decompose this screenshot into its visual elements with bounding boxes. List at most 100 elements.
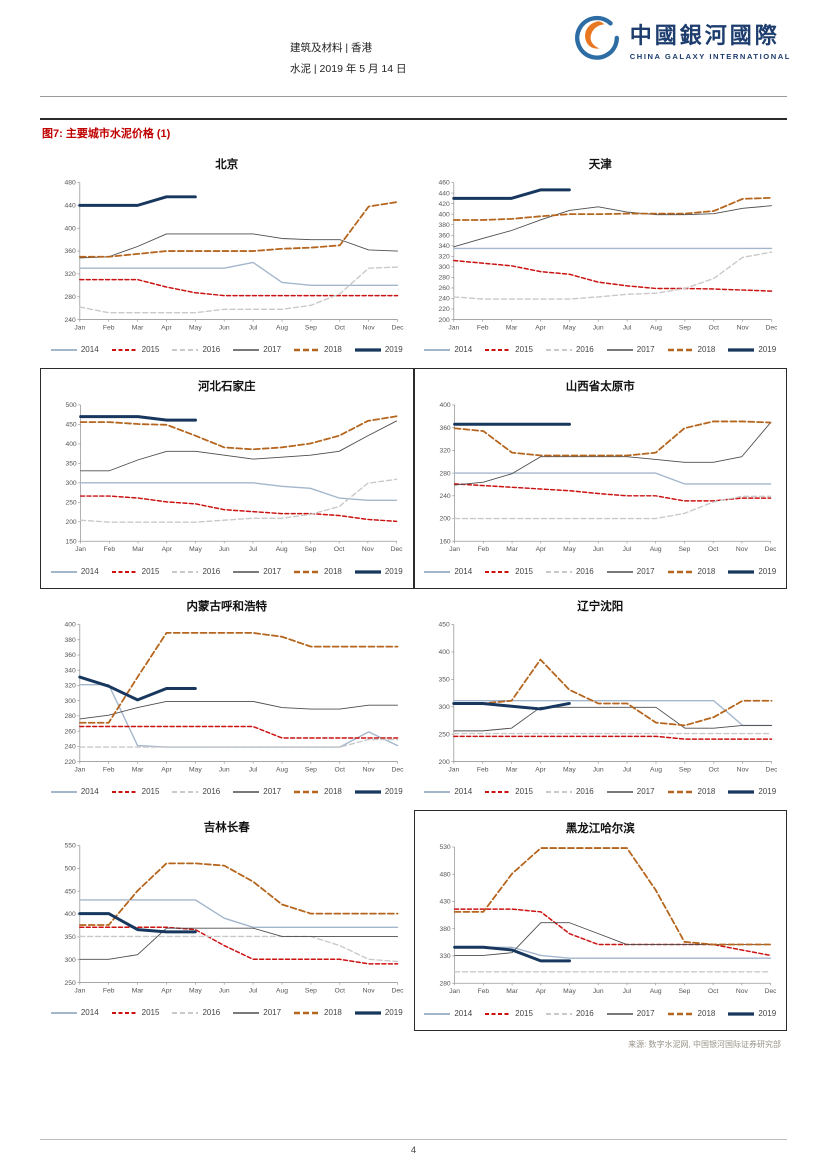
svg-text:May: May (189, 767, 202, 774)
svg-text:May: May (563, 988, 576, 995)
legend-swatch (111, 570, 138, 573)
svg-text:Jul: Jul (622, 988, 631, 995)
legend-swatch (233, 1011, 260, 1014)
svg-text:200: 200 (65, 519, 76, 526)
svg-text:280: 280 (65, 294, 77, 301)
legend-item-2019: 2019 (728, 345, 776, 354)
series-line-2019 (451, 701, 571, 711)
series-line-2019 (79, 415, 197, 422)
chart-cell-1: 北京 480 440 400 360 320 280 240 Jan Feb Mar Apr May Ju… (40, 147, 414, 368)
svg-text:380: 380 (439, 926, 450, 933)
legend-label: 2016 (575, 1009, 594, 1018)
svg-text:Jun: Jun (592, 546, 603, 553)
chart-legend: 2014 2015 2016 2017 2018 2019 (424, 787, 778, 796)
svg-text:380: 380 (65, 637, 77, 644)
svg-text:260: 260 (438, 285, 450, 292)
svg-text:440: 440 (438, 190, 450, 197)
svg-text:Apr: Apr (161, 325, 172, 332)
legend-label: 2018 (324, 1008, 342, 1017)
legend-swatch (294, 790, 321, 793)
series-line-2017 (452, 205, 772, 248)
legend-label: 2019 (384, 567, 403, 576)
chart-title: 黑龙江哈尔滨 (565, 823, 635, 835)
svg-text:160: 160 (439, 538, 450, 545)
series-line-2016 (453, 495, 771, 520)
legend-item-2014: 2014 (424, 787, 472, 796)
legend-swatch (233, 348, 260, 351)
legend-swatch (50, 570, 77, 573)
legend-label: 2014 (80, 1008, 99, 1017)
legend-item-2018: 2018 (667, 787, 716, 796)
legend-item-2019: 2019 (728, 567, 776, 576)
legend-swatch (233, 790, 260, 793)
chart-title: 内蒙古呼和浩特 (186, 601, 268, 613)
svg-text:Jun: Jun (219, 767, 230, 774)
svg-text:Jan: Jan (74, 767, 85, 774)
figure-block: 图7: 主要城市水泥价格 (1) 北京 480 440 400 360 320 280 240… (40, 118, 787, 1050)
legend-swatch (485, 570, 512, 573)
legend-swatch (728, 347, 755, 352)
svg-text:Aug: Aug (649, 546, 661, 553)
legend-label: 2014 (454, 787, 473, 796)
legend-label: 2019 (758, 567, 777, 576)
chart-title: 吉林长春 (203, 822, 250, 834)
series-line-2016 (79, 738, 399, 748)
svg-text:Apr: Apr (535, 325, 546, 332)
svg-text:Feb: Feb (103, 767, 115, 774)
svg-text:350: 350 (438, 677, 450, 684)
legend-item-2016: 2016 (545, 345, 594, 354)
svg-text:Oct: Oct (335, 325, 346, 332)
legend-label: 2018 (324, 567, 342, 576)
legend-label: 2015 (515, 787, 533, 796)
svg-text:Jan: Jan (448, 767, 459, 774)
svg-text:Nov: Nov (735, 988, 748, 995)
svg-text:280: 280 (439, 980, 450, 987)
charts-grid: 北京 480 440 400 360 320 280 240 Jan Feb Mar Apr May Ju… (40, 147, 787, 1031)
legend-label: 2016 (575, 345, 594, 354)
series-line-2014 (79, 482, 398, 502)
legend-swatch (606, 570, 633, 573)
svg-text:330: 330 (439, 953, 450, 960)
svg-text:Apr: Apr (535, 546, 546, 553)
legend-label: 2014 (454, 1009, 473, 1018)
svg-text:240: 240 (65, 744, 77, 751)
series-line-2019 (452, 945, 571, 963)
svg-text:300: 300 (65, 957, 77, 964)
svg-text:Feb: Feb (477, 546, 489, 553)
chart-legend: 2014 2015 2016 2017 2018 2019 (424, 345, 778, 354)
legend-label: 2018 (697, 787, 716, 796)
legend-swatch (50, 348, 77, 351)
chart-cell-2: 天津 460 440 420 400 380 360 340 320 300 280 260 240 22… (414, 147, 788, 368)
legend-label: 2015 (515, 1009, 533, 1018)
legend-item-2017: 2017 (233, 567, 281, 576)
legend-swatch (667, 348, 694, 351)
svg-text:May: May (189, 546, 202, 553)
chart-legend: 2014 2015 2016 2017 2018 2019 (50, 567, 403, 576)
svg-text:240: 240 (439, 493, 450, 500)
legend-label: 2014 (80, 345, 99, 354)
svg-text:Mar: Mar (506, 988, 518, 995)
chart-legend: 2014 2015 2016 2017 2018 2019 (50, 1008, 404, 1017)
legend-item-2017: 2017 (233, 345, 281, 354)
legend-label: 2016 (202, 787, 221, 796)
brand-logo: 中國銀河國際 CHINA GALAXY INTERNATIONAL (572, 14, 791, 64)
legend-label: 2014 (454, 567, 473, 576)
chart-legend: 2014 2015 2016 2017 2018 2019 (50, 345, 404, 354)
svg-text:Jun: Jun (219, 546, 230, 553)
legend-item-2014: 2014 (50, 787, 99, 796)
legend-item-2018: 2018 (294, 567, 342, 576)
svg-text:280: 280 (65, 713, 77, 720)
svg-text:400: 400 (65, 441, 76, 448)
svg-text:Jul: Jul (249, 546, 258, 553)
legend-label: 2017 (263, 567, 282, 576)
legend-label: 2017 (636, 1009, 655, 1018)
svg-text:Oct: Oct (707, 988, 718, 995)
svg-text:400: 400 (65, 622, 77, 629)
legend-label: 2015 (141, 1008, 160, 1017)
svg-text:500: 500 (65, 866, 77, 873)
